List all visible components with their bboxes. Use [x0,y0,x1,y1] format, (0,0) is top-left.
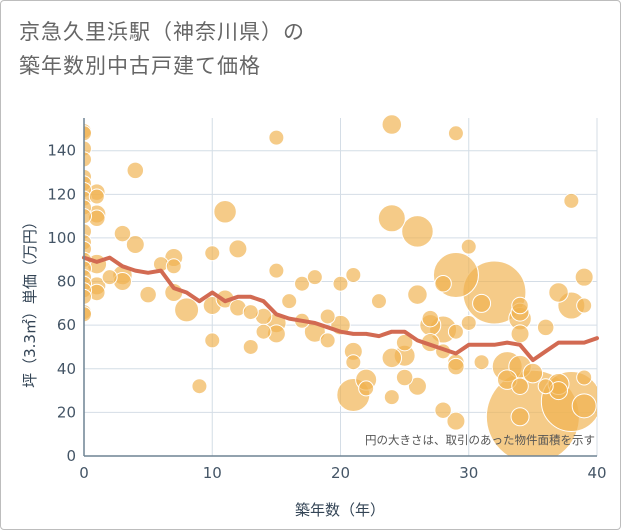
data-point [294,275,311,292]
data-point [268,262,285,279]
data-point [88,188,105,205]
data-point [511,377,529,395]
data-point [434,401,452,419]
data-point [401,215,434,248]
x-tick-label: 0 [79,464,89,482]
data-point [268,129,285,146]
data-point [84,125,92,142]
data-point [537,378,554,395]
data-point [306,269,323,286]
data-point [434,274,452,293]
x-tick-label: 40 [587,464,606,482]
bubble-layer [84,114,597,456]
data-point [395,333,414,352]
y-tick-label: 40 [57,360,76,378]
data-point [446,411,466,431]
tick-labels: 0 20 40 60 80 100 120 140 0 10 20 30 40 [47,142,606,482]
y-tick-label: 80 [57,273,76,291]
data-point [370,293,387,310]
data-point [381,347,403,369]
data-point [174,297,200,323]
data-point [472,293,492,313]
data-point [319,332,336,349]
data-point [548,282,569,303]
data-point [84,208,92,225]
data-point [510,407,530,427]
data-point [377,204,406,233]
data-point [421,309,440,328]
data-point [84,288,92,305]
chart-title: 京急久里浜駅（神奈川県）の 築年数別中古戸建て価格 [19,15,305,83]
axes [83,118,597,457]
data-point [511,296,529,315]
x-tick-label: 30 [459,464,478,482]
data-point [332,275,349,292]
data-point [255,323,272,340]
y-tick-label: 20 [57,403,76,421]
data-point [576,369,593,386]
data-point [447,125,464,142]
data-point [84,151,92,168]
x-tick-label: 20 [331,464,350,482]
average-price-line [82,255,599,363]
data-point [576,297,593,314]
data-point [447,357,465,376]
data-point [113,224,132,243]
trend-layer [82,255,599,363]
y-axis-title: 坪（3.3㎡）単価（万円） [21,214,39,388]
data-point [460,314,477,331]
data-point [191,378,208,395]
y-tick-label: 120 [47,185,76,203]
data-point [407,284,428,305]
data-point [447,323,464,340]
data-point [473,354,490,371]
data-point [125,234,145,254]
data-point [165,258,182,275]
x-tick-label: 10 [203,464,222,482]
data-point [460,238,477,255]
data-point [242,304,259,321]
y-tick-label: 60 [57,316,76,334]
data-point [345,267,362,284]
y-tick-label: 100 [47,229,76,247]
data-point [204,332,221,349]
data-point [407,376,427,396]
data-point [213,200,237,224]
data-point [563,192,580,209]
data-point [242,338,259,355]
data-point [281,293,298,310]
data-point [319,308,336,325]
data-point [126,161,145,180]
data-point [204,245,221,262]
bubble-size-note: 円の大きさは、取引のあった物件面積を示す [365,433,595,447]
data-point [571,393,597,419]
data-point [574,267,594,287]
data-point [383,389,400,406]
data-point [84,306,92,323]
chart-title-line-1: 京急久里浜駅（神奈川県）の [19,20,305,44]
x-axis-title: 築年数（年） [295,501,385,519]
chart-title-line-2: 築年数別中古戸建て価格 [19,54,261,78]
data-point [358,380,375,397]
data-point [345,354,362,371]
data-point [395,368,414,387]
y-tick-label: 140 [47,142,76,160]
data-point [522,362,544,384]
data-point [381,114,403,135]
data-point [101,269,118,286]
data-point [139,285,157,304]
data-point [228,239,248,259]
data-point [536,318,555,337]
data-point [510,324,530,344]
y-tick-label: 0 [66,447,76,465]
